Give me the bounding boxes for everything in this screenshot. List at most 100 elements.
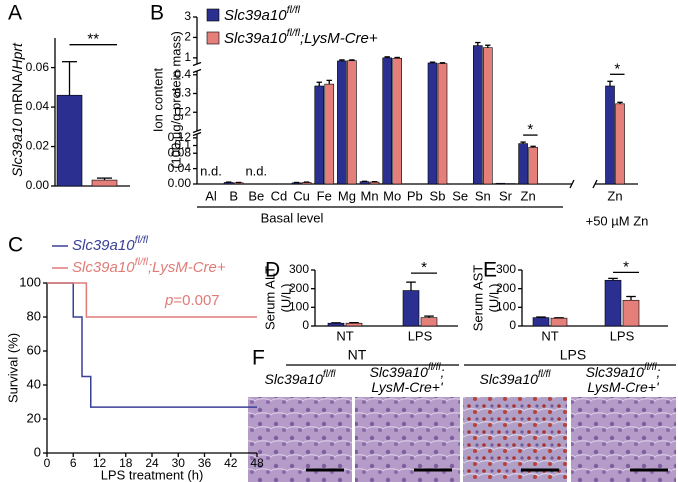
y-tick-label: 0.04 <box>26 99 50 113</box>
x-tick-label: 18 <box>119 456 133 470</box>
bar <box>550 317 568 327</box>
bar <box>532 317 550 327</box>
bar <box>427 62 438 185</box>
p-value: p=0.007 <box>164 292 220 309</box>
significance-label: * <box>614 60 620 77</box>
bar <box>495 182 506 185</box>
panel-letter: B <box>150 2 164 25</box>
histology-image <box>248 397 352 482</box>
histology-image <box>355 397 460 482</box>
x-tick-label: 12 <box>93 456 107 470</box>
bar <box>437 63 448 185</box>
y-tick-label: 200 <box>496 281 516 295</box>
y-tick-label: 0.08 <box>168 145 192 159</box>
bar <box>615 103 625 185</box>
y-tick-label: 0.3 <box>174 86 191 100</box>
y-tick-label: 3 <box>184 9 191 23</box>
y-tick-label: 40 <box>27 376 41 391</box>
x-tick-label: Zn <box>607 188 622 203</box>
x-tick-label: Be <box>248 188 264 203</box>
x-tick-label: Mo <box>383 188 401 203</box>
legend-label: Slc39a10fl/fl;LysM-Cre+ <box>224 27 378 47</box>
x-tick-label: 30 <box>172 456 186 470</box>
bar <box>337 60 347 185</box>
y-tick-label: 0.12 <box>168 130 192 144</box>
x-tick-label: Zn <box>521 188 536 203</box>
text-part: ;LysM-Cre+ <box>148 259 226 276</box>
bar <box>622 299 640 327</box>
text-part: Slc39a10 <box>224 30 287 47</box>
survival-line <box>47 282 257 408</box>
bar <box>347 60 357 185</box>
axis-break <box>192 131 202 137</box>
y-tick-label: 0 <box>302 318 309 332</box>
y-axis-label: Ion content <box>150 67 165 132</box>
text-part: Slc39a10 <box>224 7 287 24</box>
panel-letter: D <box>265 259 280 282</box>
legend-label: Slc39a10fl/fl;LysM-Cre+ <box>72 256 226 276</box>
text-part: Slc39a10 <box>480 371 539 387</box>
y-tick-label: 0.2 <box>174 104 191 118</box>
text-part: fl/fl <box>538 369 551 380</box>
y-tick-label: 100 <box>289 300 309 314</box>
x-tick-label: 42 <box>224 456 238 470</box>
group-label: NT <box>348 347 367 363</box>
bar <box>518 143 528 185</box>
bar <box>382 57 393 185</box>
text-part: ; <box>441 364 445 380</box>
legend-swatch <box>206 8 220 22</box>
category-note: n.d. <box>200 163 222 178</box>
y-axis-label: Serum AST <box>470 265 485 332</box>
group-label: LPS <box>560 347 586 363</box>
x-tick-label: Cu <box>293 188 310 203</box>
text-part: ;LysM-Cre+ <box>300 30 378 47</box>
y-axis-label: (U/L) <box>278 284 293 313</box>
panel-letter: F <box>252 347 265 370</box>
legend-swatch <box>206 31 220 45</box>
y-tick-label: 100 <box>496 300 516 314</box>
x-tick-label: LPS <box>610 328 635 343</box>
y-axis-label: Slc39a10 mRNA/Hprt <box>9 42 25 177</box>
panel-letter: A <box>8 2 22 25</box>
y-axis-label: (100 µg/g protein mass) <box>168 31 183 169</box>
image-label: Slc39a10fl/fl; <box>586 362 661 380</box>
x-axis-label: LPS treatment (h) <box>101 467 204 482</box>
axis-break <box>592 179 598 189</box>
y-tick-label: 0 <box>509 318 516 332</box>
text-part: fl/fl <box>644 362 657 373</box>
x-tick-label: NT <box>336 328 353 343</box>
bar <box>327 322 345 327</box>
y-tick-label: 0 <box>34 444 41 459</box>
x-tick-label: Sr <box>499 188 513 203</box>
text-part: fl/fl <box>323 369 336 380</box>
y-tick-label: 300 <box>289 262 309 276</box>
panel-letter: C <box>8 234 23 257</box>
bar <box>482 47 493 185</box>
y-tick-label: 100 <box>19 274 41 289</box>
image-label: Slc39a10fl/fl <box>480 369 552 387</box>
y-axis-label: Serum ALT <box>262 266 277 330</box>
text-part: Slc39a10 <box>265 371 324 387</box>
y-tick-label: 2 <box>184 30 191 44</box>
text-part: LysM-Cre+' <box>587 379 660 395</box>
text-part: fl/fl <box>135 234 149 246</box>
text-part: Slc39a10 <box>586 364 645 380</box>
x-tick-label: B <box>229 188 238 203</box>
text-part: fl/fl <box>428 362 441 373</box>
survival-line <box>47 282 257 318</box>
x-tick-label: LPS <box>408 328 433 343</box>
x-tick-label: 24 <box>145 456 159 470</box>
text-part: mRNA/ <box>9 69 25 118</box>
group-label: +50 µM Zn <box>586 213 649 228</box>
bar <box>528 147 538 185</box>
group-label: Basal level <box>261 210 324 225</box>
x-tick-label: Sn <box>475 188 491 203</box>
significance-label: ** <box>87 31 99 48</box>
x-tick-label: Pb <box>407 188 423 203</box>
y-tick-label: 80 <box>27 308 41 323</box>
x-tick-label: Cd <box>271 188 288 203</box>
x-tick-label: Se <box>452 188 468 203</box>
text-part: ; <box>657 364 661 380</box>
y-tick-label: 300 <box>496 262 516 276</box>
